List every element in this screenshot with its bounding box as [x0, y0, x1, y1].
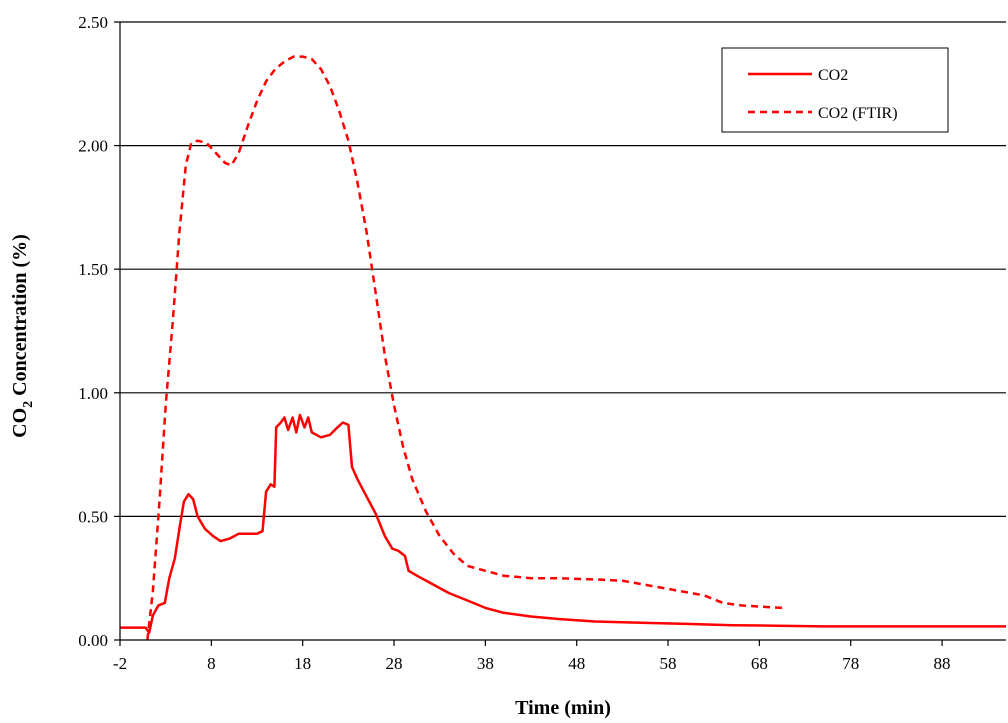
- y-tick-label-0: 0.00: [78, 631, 108, 650]
- legend-box: [721, 47, 949, 133]
- y-tick-label-3: 1.50: [78, 260, 108, 279]
- y-tick-label-4: 2.00: [78, 137, 108, 156]
- series-lines: [120, 55, 1006, 641]
- x-tick-label-9: 88: [934, 654, 951, 673]
- x-tick-label-7: 68: [751, 654, 768, 673]
- y-tick-label-5: 2.50: [78, 13, 108, 32]
- y-axis-title-rest: Concentration (%): [9, 234, 31, 401]
- x-tick-label-8: 78: [842, 654, 859, 673]
- legend: CO2 CO2 (FTIR): [721, 47, 949, 133]
- x-tick-label-0: -2: [113, 654, 127, 673]
- legend-label-co2-ftir: CO2 (FTIR): [818, 105, 898, 122]
- y-axis-title-main: CO: [9, 408, 31, 438]
- y-tick-label-2: 1.00: [78, 384, 108, 403]
- grid-lines: [120, 21, 1006, 518]
- y-tick-label-1: 0.50: [78, 507, 108, 526]
- x-tick-label-1: 8: [207, 654, 216, 673]
- x-tick-label-4: 38: [477, 654, 494, 673]
- y-axis-title-subscript: 2: [21, 401, 36, 408]
- x-tick-label-2: 18: [294, 654, 311, 673]
- x-tick-label-3: 28: [386, 654, 403, 673]
- series-line-0: [120, 413, 1006, 634]
- x-tick-label-5: 48: [568, 654, 585, 673]
- x-axis-title: Time (min): [515, 697, 611, 719]
- x-tick-label-6: 58: [660, 654, 677, 673]
- series-line-1: [146, 55, 783, 641]
- y-axis-title: CO2 Concentration (%): [9, 234, 36, 438]
- axes: [114, 21, 1006, 646]
- legend-label-co2: CO2: [818, 67, 848, 84]
- tick-labels: 0.00 0.50 1.00 1.50 2.00 2.50 -2 8 18 28 38 48 58 68 7…: [78, 13, 950, 673]
